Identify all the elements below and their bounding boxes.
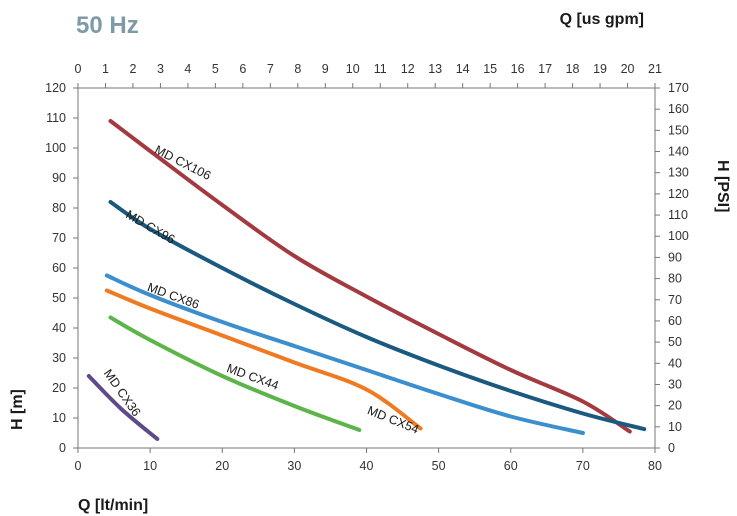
- y-tick-label: 0: [59, 441, 66, 455]
- y2-tick-label: 20: [668, 399, 682, 413]
- y2-tick-label: 120: [668, 187, 689, 201]
- x2-tick-label: 20: [621, 62, 635, 76]
- y-tick-label: 110: [46, 111, 66, 125]
- x2-tick-label: 1: [102, 62, 109, 76]
- bottom-axis-title: Q [lt/min]: [78, 497, 148, 514]
- y2-tick-label: 50: [668, 335, 682, 349]
- x-tick-label: 80: [648, 459, 662, 473]
- x-tick-label: 70: [576, 459, 590, 473]
- x2-tick-label: 11: [374, 62, 387, 76]
- x2-tick-label: 6: [239, 62, 246, 76]
- y-tick-label: 70: [52, 231, 66, 245]
- y-tick-label: 100: [45, 141, 66, 155]
- x2-tick-label: 5: [212, 62, 219, 76]
- y2-tick-label: 40: [668, 356, 682, 370]
- y-tick-label: 120: [45, 81, 66, 95]
- top-axis-title: Q [us gpm]: [560, 11, 644, 28]
- x-tick-label: 20: [215, 459, 229, 473]
- x-tick-label: 0: [75, 459, 82, 473]
- x2-tick-label: 13: [428, 62, 442, 76]
- series-line-md-cx86: [104, 273, 585, 435]
- x2-tick-label: 2: [129, 62, 136, 76]
- y2-tick-label: 130: [668, 166, 689, 180]
- y-tick-label: 80: [52, 201, 66, 215]
- y2-tick-label: 140: [668, 145, 689, 159]
- series-label-md-cx86: MD CX86: [145, 280, 201, 312]
- y-tick-label: 60: [52, 261, 66, 275]
- y2-tick-label: 110: [668, 208, 688, 222]
- y2-tick-label: 170: [668, 81, 689, 95]
- y-tick-label: 30: [52, 351, 66, 365]
- x2-tick-label: 21: [648, 62, 662, 76]
- plot-area: 0 10 20 30 40 50 60 70 8001020304050607080901001…: [45, 62, 689, 473]
- y2-tick-label: 10: [668, 420, 682, 434]
- x2-tick-label: 15: [483, 62, 497, 76]
- x2-tick-label: 19: [593, 62, 607, 76]
- x2-tick-label: 7: [267, 62, 274, 76]
- x2-tick-label: 17: [538, 62, 552, 76]
- y2-tick-label: 30: [668, 377, 682, 391]
- x2-tick-label: 16: [511, 62, 525, 76]
- x2-tick-label: 18: [566, 62, 580, 76]
- x2-tick-label: 3: [157, 62, 164, 76]
- frequency-label: 50 Hz: [76, 12, 139, 39]
- x-tick-label: 30: [287, 459, 301, 473]
- y2-tick-label: 100: [668, 229, 689, 243]
- series-line-md-cx106: [108, 119, 632, 434]
- y-tick-label: 10: [52, 411, 66, 425]
- x2-tick-label: 10: [346, 62, 360, 76]
- y2-tick-label: 150: [668, 123, 689, 137]
- x2-tick-label: 4: [184, 62, 191, 76]
- x-tick-label: 40: [360, 459, 374, 473]
- x-tick-label: 60: [504, 459, 518, 473]
- x-tick-label: 50: [432, 459, 446, 473]
- series-label-md-cx96: MD CX96: [123, 207, 177, 246]
- y2-tick-label: 90: [668, 250, 682, 264]
- y2-tick-label: 80: [668, 272, 682, 286]
- x-tick-label: 10: [143, 459, 157, 473]
- y-tick-label: 20: [52, 381, 66, 395]
- x2-tick-label: 14: [456, 62, 470, 76]
- x2-tick-label: 9: [322, 62, 329, 76]
- y-tick-label: 40: [52, 321, 66, 335]
- y2-tick-label: 160: [668, 102, 689, 116]
- x2-tick-label: 8: [294, 62, 301, 76]
- y-tick-label: 50: [52, 291, 66, 305]
- series-line-md-cx96: [108, 200, 647, 432]
- y2-tick-label: 60: [668, 314, 682, 328]
- x2-tick-label: 0: [75, 62, 82, 76]
- y-tick-label: 90: [52, 171, 66, 185]
- right-axis-title: H [PSI]: [714, 160, 731, 212]
- x2-tick-label: 12: [401, 62, 415, 76]
- series-line-md-cx36: [86, 374, 160, 441]
- series-line-md-cx54: [104, 288, 423, 431]
- left-axis-title: H [m]: [9, 389, 26, 430]
- series-line-md-cx44: [108, 315, 362, 432]
- y2-tick-label: 70: [668, 293, 682, 307]
- y2-tick-label: 0: [668, 441, 675, 455]
